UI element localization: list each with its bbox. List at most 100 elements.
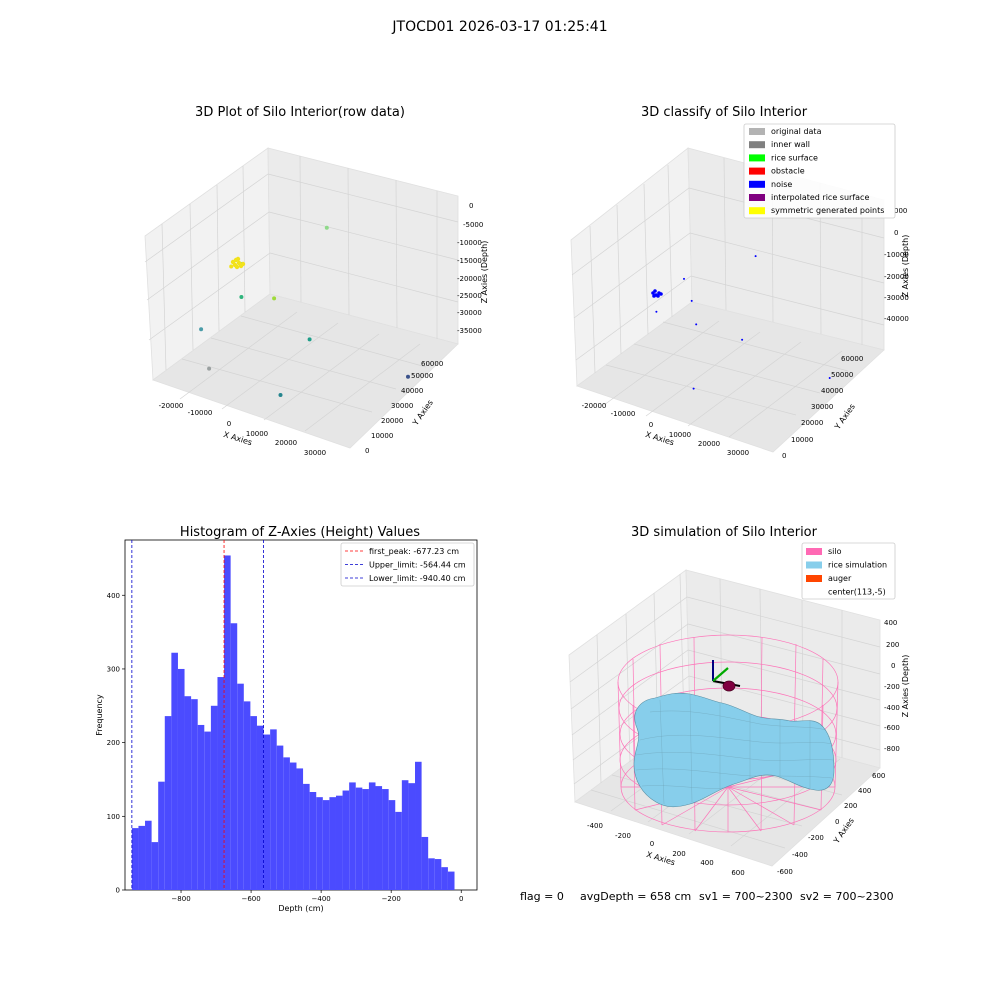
class3d-legend-swatch [749, 167, 765, 175]
raw3d-z-tick: -35000 [457, 327, 482, 335]
raw3d-x-tick: 20000 [275, 439, 297, 447]
sim3d-y-tick: -200 [808, 834, 824, 842]
class3d-legend-swatch [749, 207, 765, 215]
raw3d-y-tick: 30000 [391, 402, 413, 410]
hist-bar [441, 867, 448, 890]
class3d-legend-swatch [749, 180, 765, 188]
class3d-x-tick: 30000 [727, 449, 749, 457]
raw3d-zlabel: Z Axies (Depth) [480, 241, 489, 304]
class3d-point [690, 299, 693, 302]
sim3d-z-tick: -800 [884, 745, 900, 753]
panel-sim3d: 3D simulation of Silo Interior [568, 525, 910, 877]
hist-y-ticks: 0 100 200 300 400 [107, 592, 125, 895]
raw3d-z-ticks: 0 -5000 -10000 -15000 -20000 -25000 -300… [457, 202, 483, 335]
class3d-x-tick: 0 [649, 421, 653, 429]
raw3d-axes: -20000 -10000 0 10000 20000 30000 X Axie… [144, 147, 489, 457]
hist-bar [224, 555, 231, 890]
hist-x-tick-label: −800 [171, 895, 190, 903]
sim3d-x-tick: 600 [731, 869, 744, 877]
hist-legend-label: first_peak: -677.23 cm [369, 547, 459, 556]
hist-y-tick-label: 200 [107, 739, 120, 747]
sim3d-y-tick: 0 [835, 818, 839, 826]
class3d-x-ticks: -20000 -10000 0 10000 20000 30000 [582, 402, 750, 457]
raw3d-point [406, 374, 410, 379]
auger-icon [722, 680, 736, 692]
hist-bar [447, 871, 455, 890]
class3d-z-tick: 000 [894, 207, 907, 215]
raw3d-ylabel: Y Axies [410, 398, 435, 428]
class3d-x-tick: -10000 [611, 410, 636, 418]
hist-bar [428, 858, 435, 890]
class3d-z-tick: -30000 [884, 294, 909, 302]
sim3d-legend-swatch [806, 561, 822, 569]
raw3d-y-tick: 50000 [411, 372, 433, 380]
raw3d-point [207, 366, 212, 371]
class3d-points [651, 255, 831, 390]
sim3d-y-tick: -400 [792, 851, 808, 859]
raw3d-y-tick: 0 [365, 447, 369, 455]
hist-bar [138, 825, 146, 890]
raw3d-title: 3D Plot of Silo Interior(row data) [195, 105, 405, 120]
hist-bar [362, 789, 369, 890]
class3d-z-ticks: 000 0 -10000 -20000 -30000 -40000 [884, 207, 909, 323]
footer-stats: flag = 0 avgDepth = 658 cm sv1 = 700~230… [520, 890, 894, 903]
raw3d-z-tick: -20000 [457, 275, 482, 283]
class3d-y-tick: 50000 [831, 371, 853, 379]
class3d-point [695, 323, 698, 326]
hist-bar [401, 780, 409, 890]
hist-bar [375, 786, 383, 890]
auger-marker [712, 660, 741, 692]
raw3d-x-tick: 0 [227, 420, 231, 428]
sim3d-legend-swatch [806, 548, 822, 555]
class3d-legend-label: inner wall [771, 140, 810, 149]
class3d-point [754, 255, 757, 258]
raw3d-z-tick: -5000 [463, 221, 483, 229]
hist-x-tick-label: 0 [459, 895, 463, 903]
sim3d-legend-frame [801, 542, 896, 600]
raw3d-points [199, 225, 410, 397]
hist-bars [131, 555, 455, 890]
class3d-zlabel: Z Axies (Depth) [901, 235, 910, 298]
hist-bar [349, 782, 356, 890]
hist-bar [322, 800, 330, 890]
hist-bar [335, 795, 343, 890]
hist-bar [316, 797, 323, 890]
hist-xlabel: Depth (cm) [278, 904, 323, 913]
footer-flag: flag = 0 [520, 890, 564, 903]
sim3d-x-tick: 0 [650, 840, 654, 848]
hist-bar [184, 696, 192, 890]
rice-surface-body [633, 692, 835, 808]
class3d-gridlines [571, 157, 885, 438]
raw3d-y-ticks: 0 10000 20000 30000 40000 50000 60000 [365, 360, 443, 455]
hist-y-tick-label: 400 [107, 592, 120, 600]
sim3d-y-tick: 600 [872, 772, 885, 780]
raw3d-pane-floor [152, 293, 459, 449]
class3d-legend-swatch [749, 154, 765, 162]
hist-y-tick-label: 300 [107, 665, 120, 673]
raw3d-y-tick: 10000 [371, 432, 393, 440]
center-axis-y [712, 667, 729, 682]
class3d-z-tick: 0 [894, 229, 898, 237]
hist-bar [434, 859, 442, 890]
raw3d-x-ticks: -20000 -10000 0 10000 20000 30000 [159, 402, 327, 457]
class3d-legend: original data inner wall rice surface obsta… [743, 123, 896, 219]
hist-bar [243, 701, 251, 890]
hist-bar [171, 652, 178, 890]
sim3d-y-ticks: -600 -400 -200 0 200 400 600 [777, 772, 885, 876]
class3d-x-tick: 20000 [698, 440, 720, 448]
class3d-legend-label: original data [771, 127, 822, 136]
class3d-legend-swatch [749, 141, 765, 149]
raw3d-point [234, 264, 240, 270]
raw3d-point [229, 264, 234, 269]
sim3d-legend-swatch [806, 575, 822, 582]
sim3d-x-tick: -200 [615, 832, 631, 840]
class3d-point [741, 338, 744, 341]
hist-legend: first_peak: -677.23 cm Upper_limit: -564.… [340, 542, 475, 587]
raw3d-x-tick: -20000 [159, 402, 184, 410]
raw3d-gridlines [144, 155, 459, 432]
hist-x-ticks: −800 −600 −400 −200 0 [171, 890, 463, 903]
hist-bar [388, 800, 396, 890]
sim3d-y-tick: 400 [858, 787, 871, 795]
rice-surface [633, 692, 835, 808]
